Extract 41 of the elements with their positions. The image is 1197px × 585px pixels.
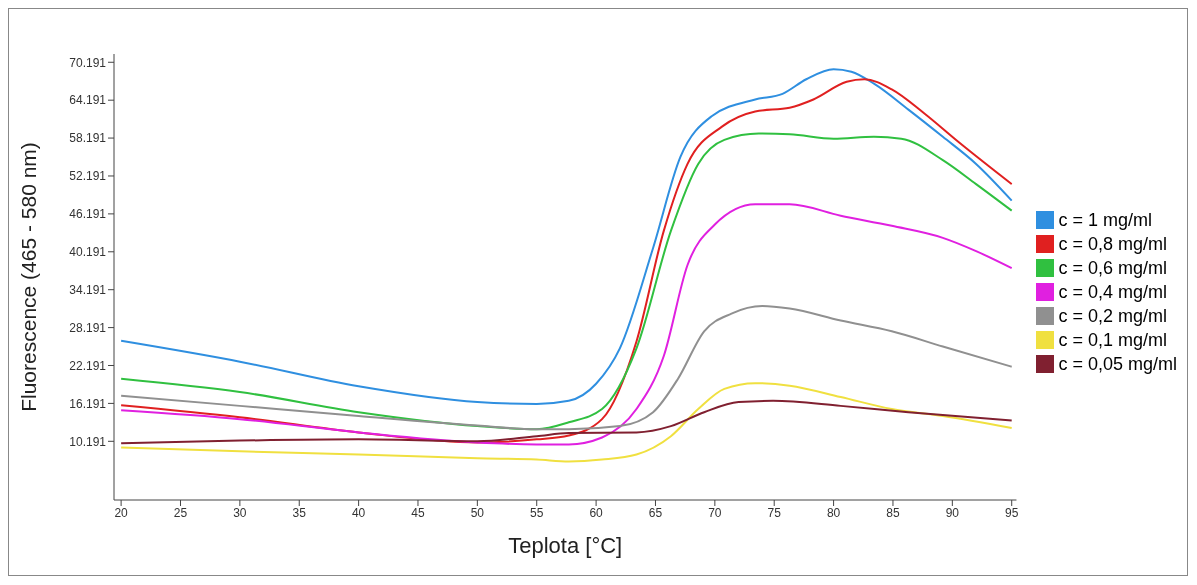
line-series	[120, 382, 1013, 463]
legend-label: c = 1 mg/ml	[1058, 209, 1152, 232]
y-tick-label: 58.191	[69, 131, 107, 146]
y-tick-label: 22.191	[69, 358, 107, 373]
legend-label: c = 0,6 mg/ml	[1058, 257, 1167, 280]
legend-label: c = 0,4 mg/ml	[1058, 281, 1167, 304]
y-tick-label: 28.191	[69, 320, 107, 335]
y-axis-title: Fluorescence (465 - 580 nm)	[17, 142, 41, 412]
y-tick-label: 34.191	[69, 282, 107, 297]
y-tick-label: 70.191	[69, 55, 107, 70]
y-tick-label: 10.191	[69, 434, 107, 449]
x-axis-title: Teplota [°C]	[508, 533, 623, 558]
x-tick-label: 65	[648, 505, 663, 520]
line-series	[120, 399, 1013, 445]
y-tick-label: 40.191	[69, 245, 107, 260]
line-series	[120, 203, 1013, 446]
x-tick-label: 75	[767, 505, 782, 520]
line-series	[120, 132, 1013, 431]
x-tick-label: 60	[589, 505, 604, 520]
y-tick-label: 46.191	[69, 207, 107, 222]
x-tick-label: 70	[708, 505, 722, 520]
legend-label: c = 0,05 mg/ml	[1058, 353, 1177, 376]
y-tick-label: 52.191	[69, 169, 107, 184]
x-tick-label: 90	[945, 505, 960, 520]
y-tick-label: 16.191	[69, 396, 107, 411]
legend-label: c = 0,8 mg/ml	[1058, 233, 1167, 256]
legend-label: c = 0,2 mg/ml	[1058, 305, 1167, 328]
x-tick-label: 25	[173, 505, 188, 520]
line-series	[120, 305, 1013, 431]
y-tick-label: 64.191	[69, 93, 107, 108]
legend-label: c = 0,1 mg/ml	[1058, 329, 1167, 352]
x-tick-label: 95	[1005, 505, 1019, 520]
x-tick-label: 35	[292, 505, 307, 520]
x-tick-label: 30	[233, 505, 247, 520]
x-tick-label: 50	[470, 505, 485, 520]
x-tick-label: 20	[114, 505, 129, 520]
x-tick-label: 55	[530, 505, 544, 520]
x-tick-label: 45	[411, 505, 425, 520]
x-tick-label: 85	[886, 505, 900, 520]
x-tick-label: 80	[826, 505, 841, 520]
x-tick-label: 40	[351, 505, 366, 520]
